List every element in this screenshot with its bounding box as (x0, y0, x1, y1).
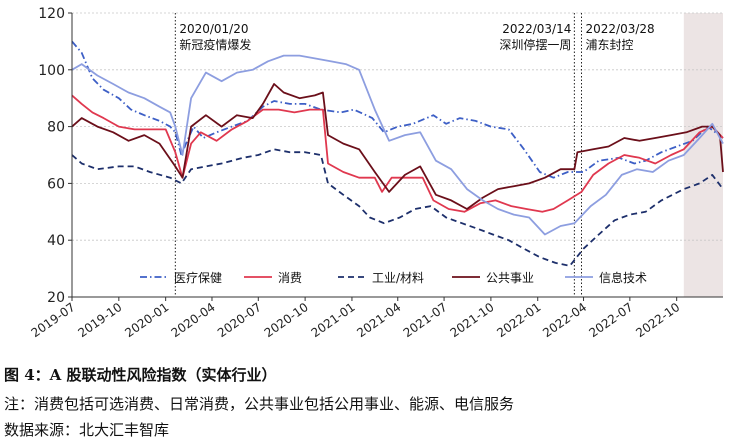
event-text-label: 浦东封控 (586, 38, 634, 52)
y-tick-label: 120 (38, 6, 65, 22)
legend-label: 消费 (278, 271, 302, 285)
legend-label: 工业/材料 (372, 271, 424, 285)
event-date-label: 2022/03/28 (586, 22, 655, 36)
figure-note: 注：消费包括可选消费、日常消费，公共事业包括公用事业、能源、电信服务 (4, 395, 515, 413)
x-tick-label: 2022-07 (586, 300, 635, 340)
x-tick-label: 2020-10 (262, 300, 311, 340)
x-tick-label: 2020-01 (122, 300, 171, 340)
x-tick-label: 2021-04 (354, 300, 403, 340)
figure-title: 图 4：A 股联动性风险指数（实体行业） (4, 366, 277, 384)
y-tick-label: 60 (47, 176, 65, 192)
series-line (71, 54, 724, 236)
series-line (71, 148, 724, 267)
y-tick-label: 100 (38, 63, 65, 79)
event-date-label: 2020/01/20 (179, 22, 248, 36)
legend-label: 信息技术 (599, 270, 647, 285)
x-tick-label: 2021-10 (448, 300, 497, 340)
x-tick-label: 2019-07 (29, 300, 78, 340)
figure-source: 数据来源：北大汇丰智库 (4, 421, 170, 439)
series-line (71, 40, 724, 179)
y-tick-label: 40 (47, 233, 65, 249)
y-tick-label: 20 (47, 290, 65, 306)
x-tick-label: 2021-07 (401, 300, 450, 340)
x-tick-label: 2020-07 (215, 300, 264, 340)
x-tick-label: 2022-04 (540, 300, 589, 340)
x-tick-label: 2019-10 (75, 300, 124, 340)
event-text-label: 新冠疫情爆发 (179, 37, 251, 52)
x-tick-label: 2020-04 (169, 300, 218, 340)
series-line (71, 83, 724, 210)
legend-label: 公共事业 (486, 271, 534, 285)
shaded-region (683, 13, 723, 297)
event-date-label: 2022/03/14 (502, 22, 571, 36)
y-tick-label: 80 (47, 120, 65, 136)
x-tick-label: 2022-01 (494, 300, 543, 340)
series-line (71, 94, 724, 213)
x-tick-label: 2021-01 (309, 300, 358, 340)
legend-label: 医疗保健 (174, 271, 222, 285)
x-tick-label: 2022-10 (633, 300, 682, 340)
plot-area: 204060801001202019-072019-102020-012020-… (29, 6, 724, 340)
line-chart: 204060801001202019-072019-102020-012020-… (29, 6, 724, 340)
event-text-label: 深圳停摆一周 (499, 37, 571, 52)
